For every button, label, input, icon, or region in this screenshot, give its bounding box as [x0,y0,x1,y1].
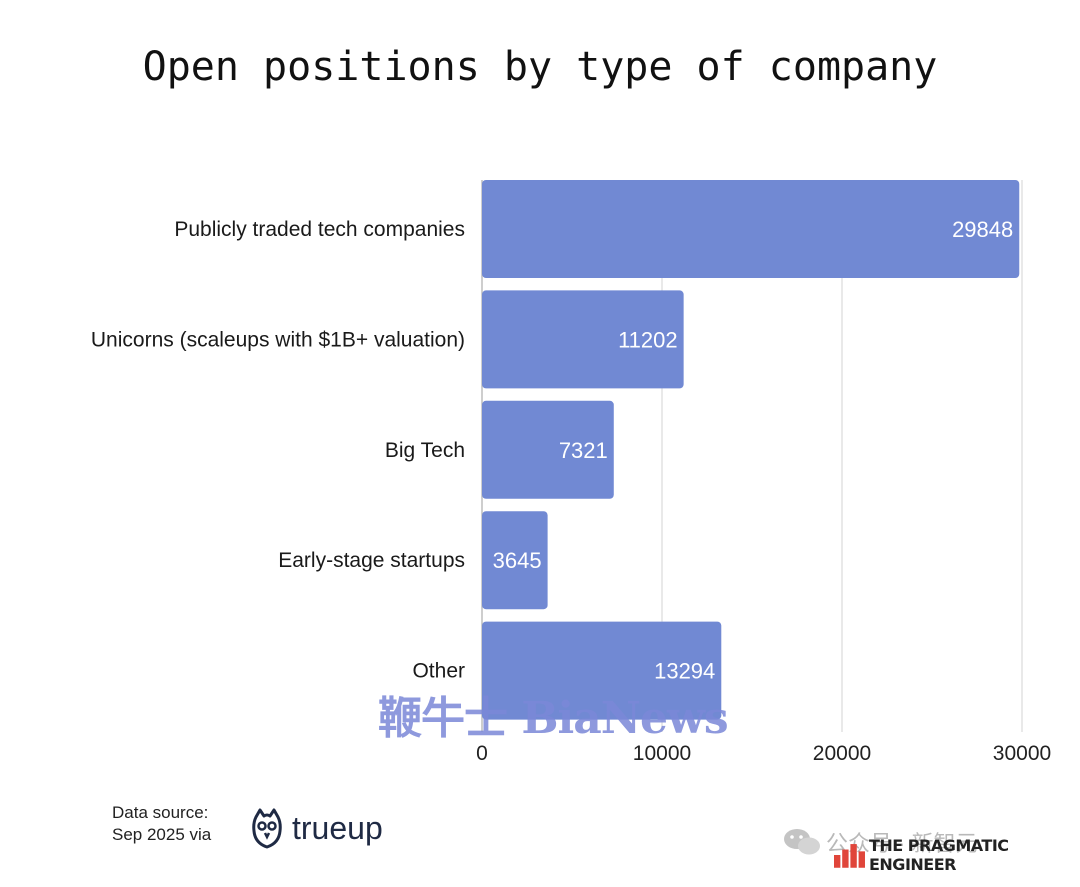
category-label: Other [412,660,465,683]
x-tick-label: 20000 [813,742,871,765]
bar [482,290,684,389]
data-label: 29848 [952,217,1013,242]
x-tick-label: 10000 [633,742,691,765]
brand-text: THE PRAGMATIC ENGINEER [868,836,1009,874]
bar-chart-icon [834,844,865,868]
data-label: 11202 [618,327,678,352]
x-tick-label: 0 [476,742,488,765]
pragmatic-engineer-brand: THE PRAGMATIC ENGINEER [834,836,1080,874]
data-label: 3645 [493,548,542,573]
value-labels: 29848 11202 7321 3645 13294 [493,217,1014,684]
data-source-note: Data source: Sep 2025 via [112,802,211,846]
wechat-icon [784,829,820,855]
source-line-1: Data source: [112,803,209,822]
category-label: Early-stage startups [278,549,465,572]
x-tick-labels: 0 10000 20000 30000 [476,742,1051,765]
trueup-logo: trueup [250,805,383,851]
trueup-wordmark: trueup [292,809,383,846]
category-labels: Publicly traded tech companies Unicorns (… [91,218,465,683]
overlay-watermark: 鞭牛士 BiaNews [378,693,729,744]
chart-title: Open positions by type of company [142,44,938,90]
category-label: Big Tech [385,439,465,462]
data-label: 7321 [559,438,608,463]
owl-icon [252,808,282,849]
data-label: 13294 [654,659,715,684]
bar [482,400,614,499]
bar [482,180,1020,278]
category-label: Publicly traded tech companies [174,218,465,241]
x-tick-label: 30000 [993,742,1051,765]
category-label: Unicorns (scaleups with $1B+ valuation) [91,328,465,351]
bars [482,180,1020,720]
bar [482,621,722,720]
bar [482,511,548,610]
source-line-2: Sep 2025 via [112,825,212,844]
